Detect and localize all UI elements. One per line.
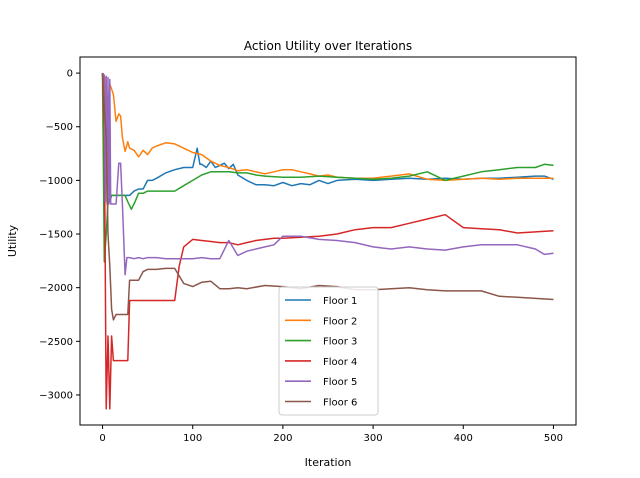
x-tick-label: 300 [364, 433, 383, 444]
legend-label: Floor 6 [323, 398, 357, 409]
x-tick-label: 500 [544, 433, 563, 444]
x-tick-label: 0 [99, 433, 105, 444]
y-tick-label: −3000 [39, 390, 73, 401]
x-tick-label: 200 [273, 433, 292, 444]
series-line-floor-2 [101, 72, 554, 203]
y-tick-label: −1500 [39, 230, 73, 241]
x-tick-label: 100 [183, 433, 202, 444]
legend-label: Floor 5 [323, 377, 357, 388]
legend-label: Floor 4 [323, 357, 357, 368]
y-tick-label: −500 [46, 122, 73, 133]
legend-label: Floor 3 [323, 337, 357, 348]
y-tick-label: 0 [67, 69, 73, 80]
series-line-floor-3 [101, 73, 554, 263]
series-line-floor-6 [101, 73, 554, 321]
y-tick-label: −2500 [39, 337, 73, 348]
axes-frame [79, 56, 577, 426]
x-axis-ticks: 0 100 200 300 400 500 [99, 425, 563, 444]
chart-title: Action Utility over Iterations [244, 39, 412, 53]
y-axis-label: Utility [6, 224, 19, 257]
y-tick-label: −2000 [39, 283, 73, 294]
series-line-floor-5 [101, 72, 554, 276]
legend-label: Floor 1 [323, 296, 357, 307]
y-axis-ticks: 0 −500 −1000 −1500 −2000 −2500 −3000 [39, 69, 80, 401]
legend-label: Floor 2 [323, 316, 357, 327]
x-tick-label: 400 [454, 433, 473, 444]
series-line-floor-4 [101, 73, 554, 410]
series-lines [101, 72, 554, 410]
x-axis-label: Iteration [305, 456, 352, 469]
legend: Floor 1 Floor 2 Floor 3 Floor 4 Floor 5 Floor… [278, 286, 379, 416]
legend-box [278, 286, 379, 416]
plot-area [79, 56, 577, 426]
y-tick-label: −1000 [39, 176, 73, 187]
